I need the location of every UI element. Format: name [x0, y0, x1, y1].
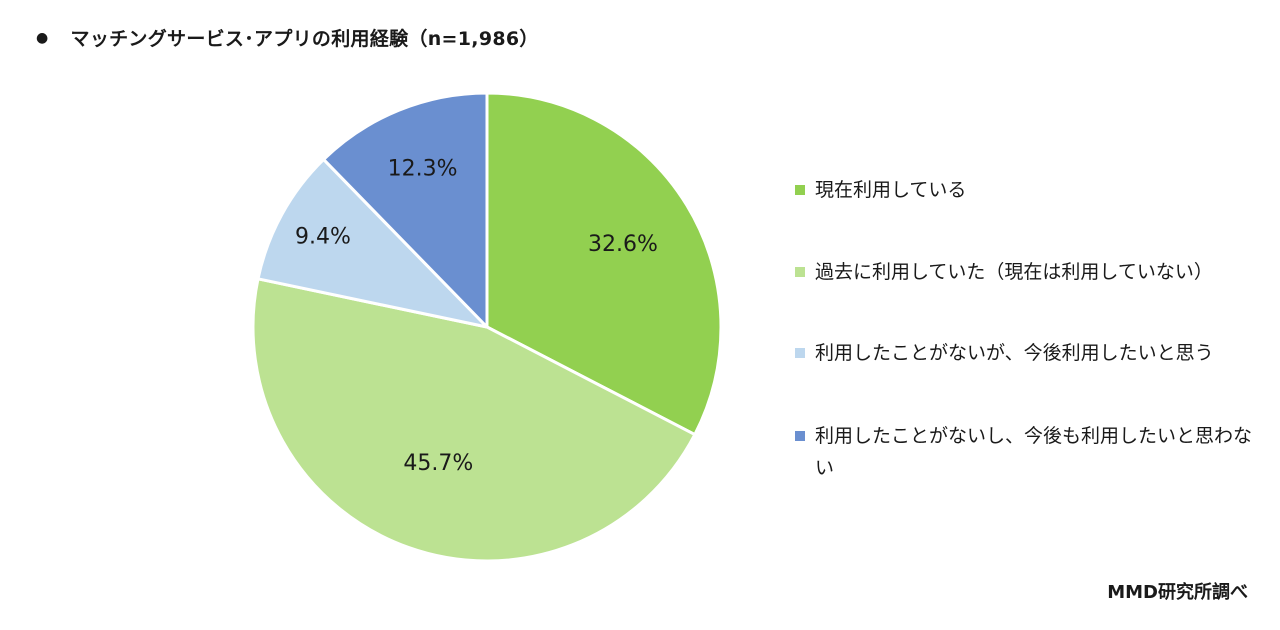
- legend-item-past: 過去に利用していた（現在は利用していない）: [795, 256, 1265, 288]
- legend-label: 現在利用している: [815, 179, 967, 201]
- slice-never-not-want-label: 12.3%: [388, 156, 458, 181]
- slice-past: [251, 277, 697, 563]
- legend-item-never-want: 利用したことがないが、今後利用したいと思う: [795, 337, 1265, 369]
- legend-swatch: [795, 267, 805, 277]
- title-text: マッチングサービス･アプリの利用経験（n=1,986）: [70, 28, 539, 50]
- legend-swatch: [795, 185, 805, 195]
- legend-swatch: [795, 348, 805, 358]
- slice-never-want: [256, 157, 489, 329]
- slice-current: [485, 91, 723, 437]
- legend-swatch: [795, 431, 805, 441]
- source-credit: MMD研究所調べ: [1107, 582, 1248, 603]
- slice-current-label: 32.6%: [588, 232, 658, 257]
- slice-past-label: 45.7%: [403, 451, 473, 476]
- chart-title: ● マッチングサービス･アプリの利用経験（n=1,986）: [36, 24, 539, 51]
- legend-item-never-not-want: 利用したことがないし、今後も利用したいと思わない: [795, 420, 1260, 484]
- legend-label: 過去に利用していた（現在は利用していない）: [815, 261, 1213, 283]
- legend-label: 利用したことがないが、今後利用したいと思う: [815, 342, 1214, 364]
- slice-never-want-label: 9.4%: [295, 224, 351, 249]
- title-bullet: ●: [36, 29, 49, 46]
- legend-item-current: 現在利用している: [795, 174, 1265, 206]
- legend-label: 利用したことがないし、今後も利用したいと思わない: [815, 425, 1253, 479]
- slice-never-not-want: [322, 91, 489, 329]
